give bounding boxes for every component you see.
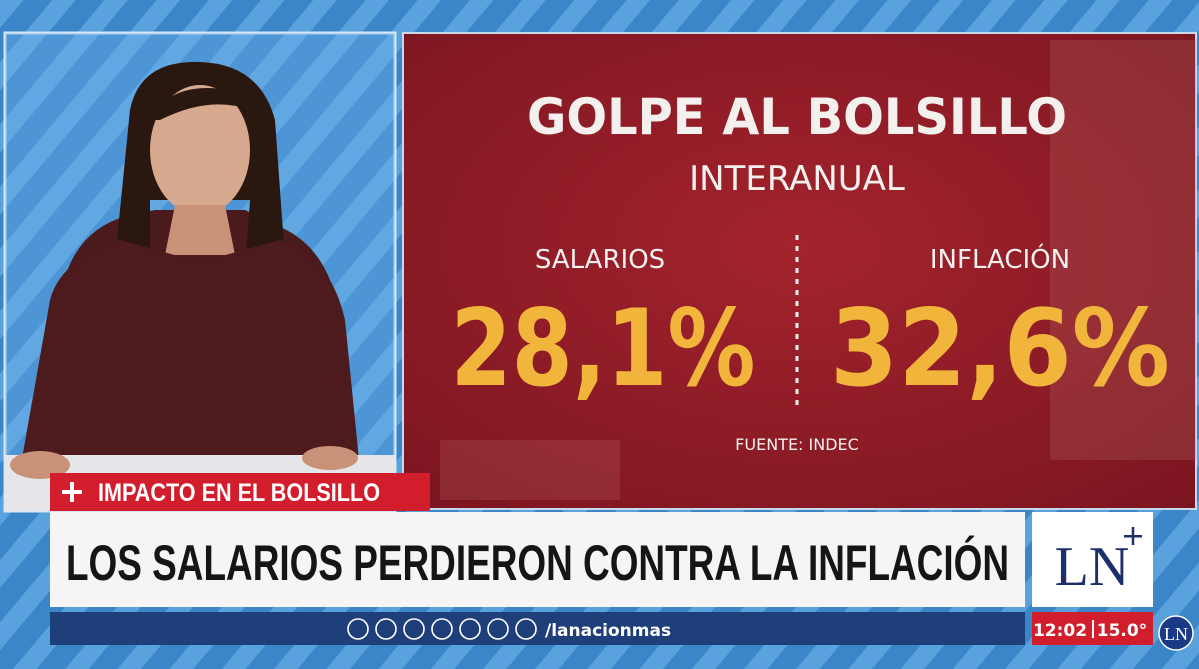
headline: LOS SALARIOS PERDIERON CONTRA LA INFLACI… bbox=[66, 535, 1009, 591]
social-handle: /lanacionmas bbox=[545, 621, 671, 641]
left-label: SALARIOS bbox=[535, 245, 665, 275]
channel-logo: LN bbox=[1032, 512, 1153, 607]
presenter-panel bbox=[3, 31, 397, 513]
graphic-title: GOLPE AL BOLSILLO bbox=[527, 88, 1067, 146]
source: FUENTE: INDEC bbox=[735, 435, 859, 454]
left-value: 28,1% bbox=[451, 287, 756, 410]
graphic-subtitle: INTERANUAL bbox=[689, 159, 905, 199]
right-value: 32,6% bbox=[830, 287, 1170, 410]
corner-logo: LN bbox=[1158, 615, 1194, 651]
corner-logo-text: LN bbox=[1164, 624, 1188, 644]
time: 12:02 bbox=[1033, 621, 1087, 641]
social-bar: /lanacionmas bbox=[50, 612, 1025, 645]
tag-bar: IMPACTO EN EL BOLSILLO bbox=[50, 473, 430, 511]
clock-box: 12:02 15.0° bbox=[1032, 612, 1153, 645]
logo-text: LN bbox=[1055, 536, 1130, 598]
right-label: INFLACIÓN bbox=[930, 243, 1070, 275]
social-icons bbox=[347, 618, 537, 640]
tag-text: IMPACTO EN EL BOLSILLO bbox=[98, 479, 380, 507]
headline-bar: LOS SALARIOS PERDIERON CONTRA LA INFLACI… bbox=[50, 512, 1025, 607]
temperature: 15.0° bbox=[1097, 621, 1147, 641]
info-graphic: GOLPE AL BOLSILLO INTERANUAL SALARIOS 28… bbox=[402, 32, 1197, 510]
